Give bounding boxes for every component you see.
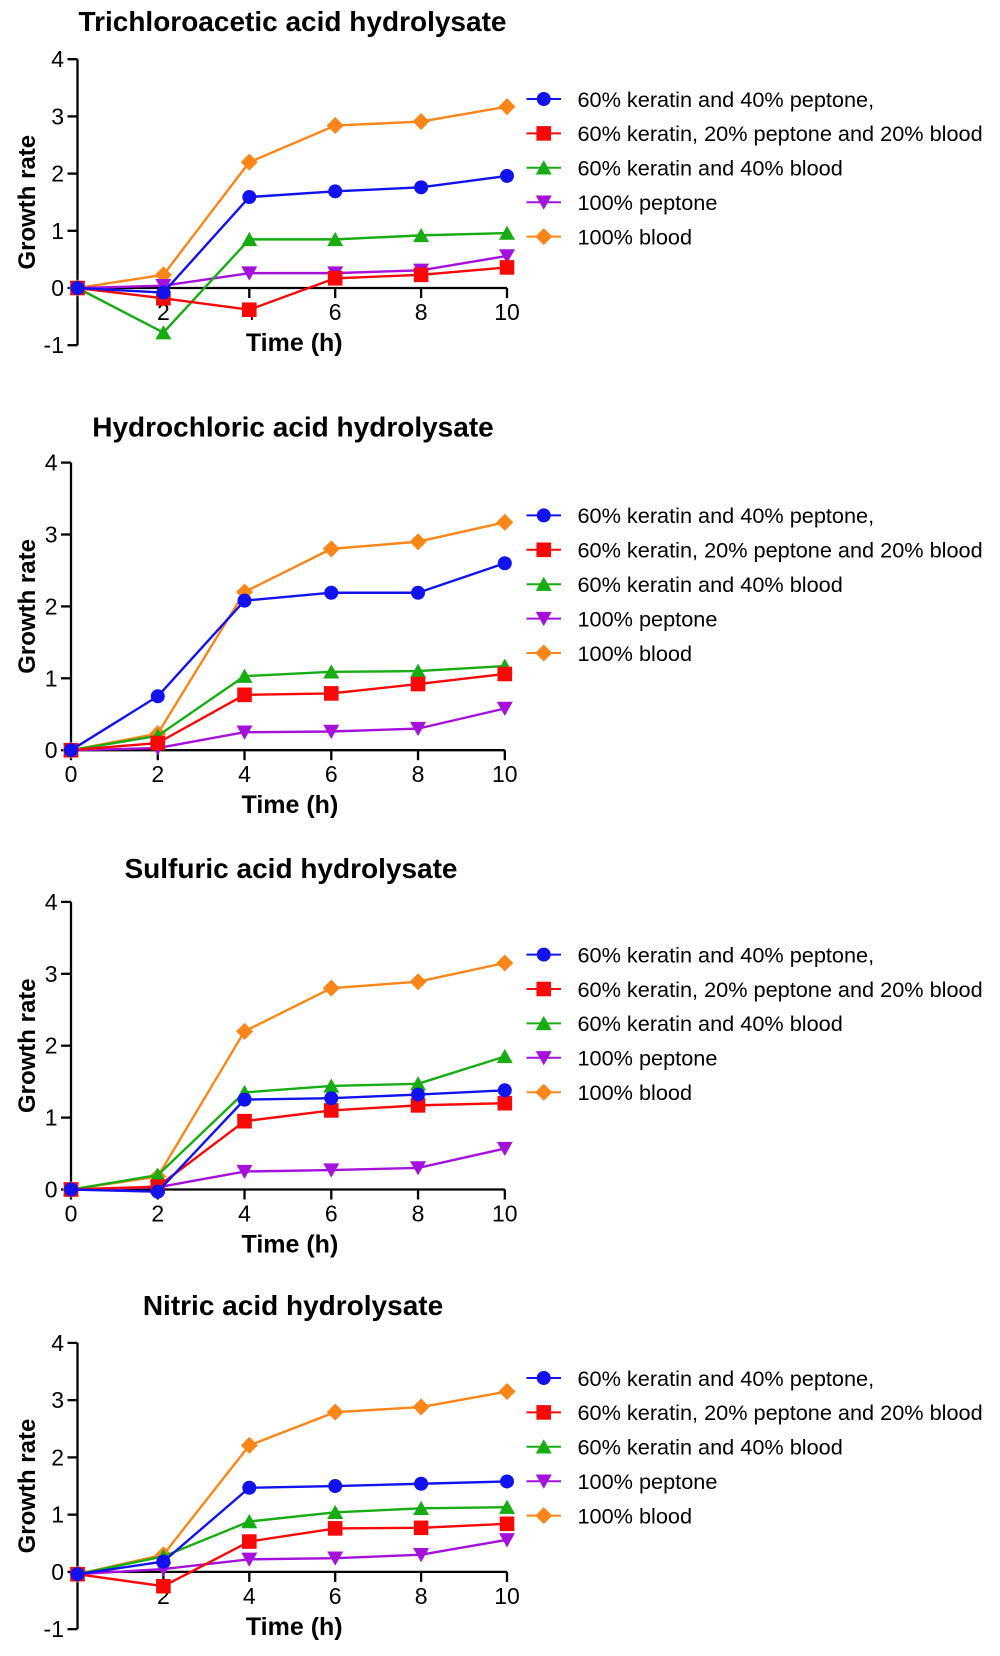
svg-text:60% keratin and 40% peptone,: 60% keratin and 40% peptone, xyxy=(578,1366,875,1391)
svg-text:6: 6 xyxy=(325,1201,338,1227)
svg-text:Time (h): Time (h) xyxy=(242,791,339,819)
svg-text:4: 4 xyxy=(51,46,64,72)
svg-text:4: 4 xyxy=(238,761,251,787)
svg-text:Nitric acid hydrolysate: Nitric acid hydrolysate xyxy=(143,1290,443,1321)
svg-text:1: 1 xyxy=(51,218,64,244)
svg-text:60% keratin and 40% peptone,: 60% keratin and 40% peptone, xyxy=(578,942,875,967)
svg-text:Hydrochloric acid hydrolysate: Hydrochloric acid hydrolysate xyxy=(92,412,493,443)
svg-text:60% keratin, 20% peptone and 2: 60% keratin, 20% peptone and 20% blood xyxy=(578,121,983,146)
svg-text:8: 8 xyxy=(415,1583,428,1609)
svg-text:100% blood: 100% blood xyxy=(578,641,693,666)
svg-text:3: 3 xyxy=(51,103,64,129)
svg-text:Growth rate: Growth rate xyxy=(14,539,41,674)
svg-text:60% keratin and 40% blood: 60% keratin and 40% blood xyxy=(578,156,843,181)
svg-text:100% peptone: 100% peptone xyxy=(578,1469,718,1494)
svg-text:60% keratin, 20% peptone and 2: 60% keratin, 20% peptone and 20% blood xyxy=(578,538,983,563)
svg-text:Time (h): Time (h) xyxy=(246,329,343,357)
svg-text:6: 6 xyxy=(329,1583,342,1609)
svg-text:2: 2 xyxy=(45,1033,58,1059)
svg-text:8: 8 xyxy=(415,299,428,325)
svg-text:60% keratin, 20% peptone and 2: 60% keratin, 20% peptone and 20% blood xyxy=(578,977,983,1002)
svg-text:4: 4 xyxy=(45,450,58,476)
svg-text:1: 1 xyxy=(51,1502,64,1528)
svg-text:4: 4 xyxy=(45,889,58,915)
svg-text:8: 8 xyxy=(412,761,425,787)
svg-text:1: 1 xyxy=(45,665,58,691)
svg-text:-1: -1 xyxy=(44,1616,64,1642)
svg-text:-1: -1 xyxy=(44,332,64,358)
svg-text:2: 2 xyxy=(151,761,164,787)
svg-text:60% keratin, 20% peptone and 2: 60% keratin, 20% peptone and 20% blood xyxy=(578,1400,983,1425)
svg-text:4: 4 xyxy=(243,1583,256,1609)
svg-text:100% peptone: 100% peptone xyxy=(578,190,718,215)
svg-text:100% peptone: 100% peptone xyxy=(578,1046,718,1071)
svg-text:Sulfuric acid hydrolysate: Sulfuric acid hydrolysate xyxy=(125,853,458,884)
svg-text:Growth rate: Growth rate xyxy=(14,135,41,270)
svg-text:100% blood: 100% blood xyxy=(578,224,693,249)
svg-text:2: 2 xyxy=(151,1201,164,1227)
svg-text:10: 10 xyxy=(494,1583,520,1609)
svg-text:6: 6 xyxy=(329,299,342,325)
svg-text:10: 10 xyxy=(494,299,520,325)
svg-text:0: 0 xyxy=(45,737,58,763)
svg-text:3: 3 xyxy=(51,1387,64,1413)
svg-text:100% blood: 100% blood xyxy=(578,1080,693,1105)
svg-text:4: 4 xyxy=(51,1330,64,1356)
svg-text:Growth rate: Growth rate xyxy=(14,1419,41,1554)
svg-text:Time (h): Time (h) xyxy=(246,1613,343,1641)
svg-text:3: 3 xyxy=(45,522,58,548)
svg-text:60% keratin and 40% peptone,: 60% keratin and 40% peptone, xyxy=(578,87,875,112)
svg-text:0: 0 xyxy=(51,275,64,301)
svg-text:8: 8 xyxy=(412,1201,425,1227)
svg-text:10: 10 xyxy=(492,1201,518,1227)
svg-text:2: 2 xyxy=(45,593,58,619)
svg-text:3: 3 xyxy=(45,961,58,987)
svg-text:60% keratin and 40% blood: 60% keratin and 40% blood xyxy=(578,1435,843,1460)
svg-text:2: 2 xyxy=(51,161,64,187)
svg-text:100% peptone: 100% peptone xyxy=(578,606,718,631)
svg-text:Growth rate: Growth rate xyxy=(14,978,41,1113)
svg-text:6: 6 xyxy=(325,761,338,787)
svg-text:10: 10 xyxy=(492,761,518,787)
svg-text:60% keratin and 40% peptone,: 60% keratin and 40% peptone, xyxy=(578,503,875,528)
svg-text:0: 0 xyxy=(51,1559,64,1585)
svg-text:100% blood: 100% blood xyxy=(578,1503,693,1528)
svg-text:60% keratin and 40% blood: 60% keratin and 40% blood xyxy=(578,572,843,597)
svg-text:4: 4 xyxy=(238,1201,251,1227)
svg-text:1: 1 xyxy=(45,1105,58,1131)
svg-text:0: 0 xyxy=(65,761,78,787)
svg-text:0: 0 xyxy=(45,1177,58,1203)
svg-text:60% keratin and 40% blood: 60% keratin and 40% blood xyxy=(578,1011,843,1036)
svg-text:Time (h): Time (h) xyxy=(242,1231,339,1259)
svg-text:0: 0 xyxy=(65,1201,78,1227)
svg-text:Trichloroacetic acid hydrolysa: Trichloroacetic acid hydrolysate xyxy=(79,6,507,37)
svg-text:2: 2 xyxy=(51,1444,64,1470)
